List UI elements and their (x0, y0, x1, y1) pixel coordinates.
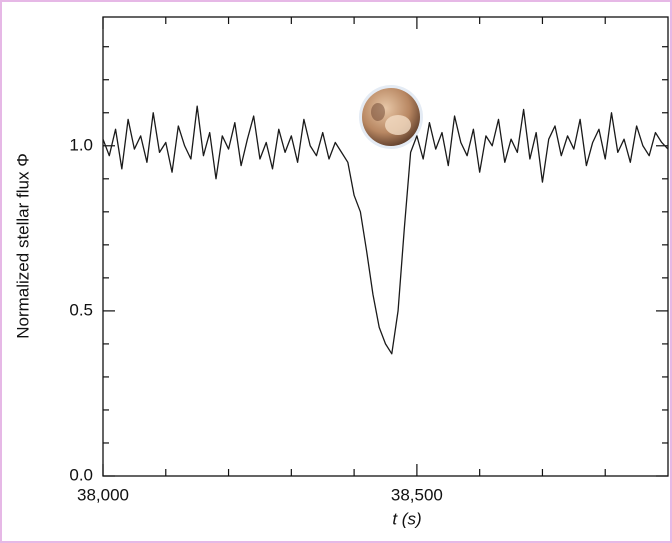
y-tick-label: 1.0 (69, 135, 93, 154)
plot-area (102, 16, 669, 477)
x-tick-label: 38,500 (391, 485, 443, 504)
x-tick-label: 38,000 (77, 485, 129, 504)
x-axis-label: t (s) (392, 509, 421, 528)
flux-line (102, 105, 669, 355)
y-axis-label: Normalized stellar flux Φ (13, 153, 32, 339)
y-tick-label: 0.5 (69, 300, 93, 319)
y-tick-label: 0.0 (69, 465, 93, 484)
pluto-icon (359, 85, 423, 149)
